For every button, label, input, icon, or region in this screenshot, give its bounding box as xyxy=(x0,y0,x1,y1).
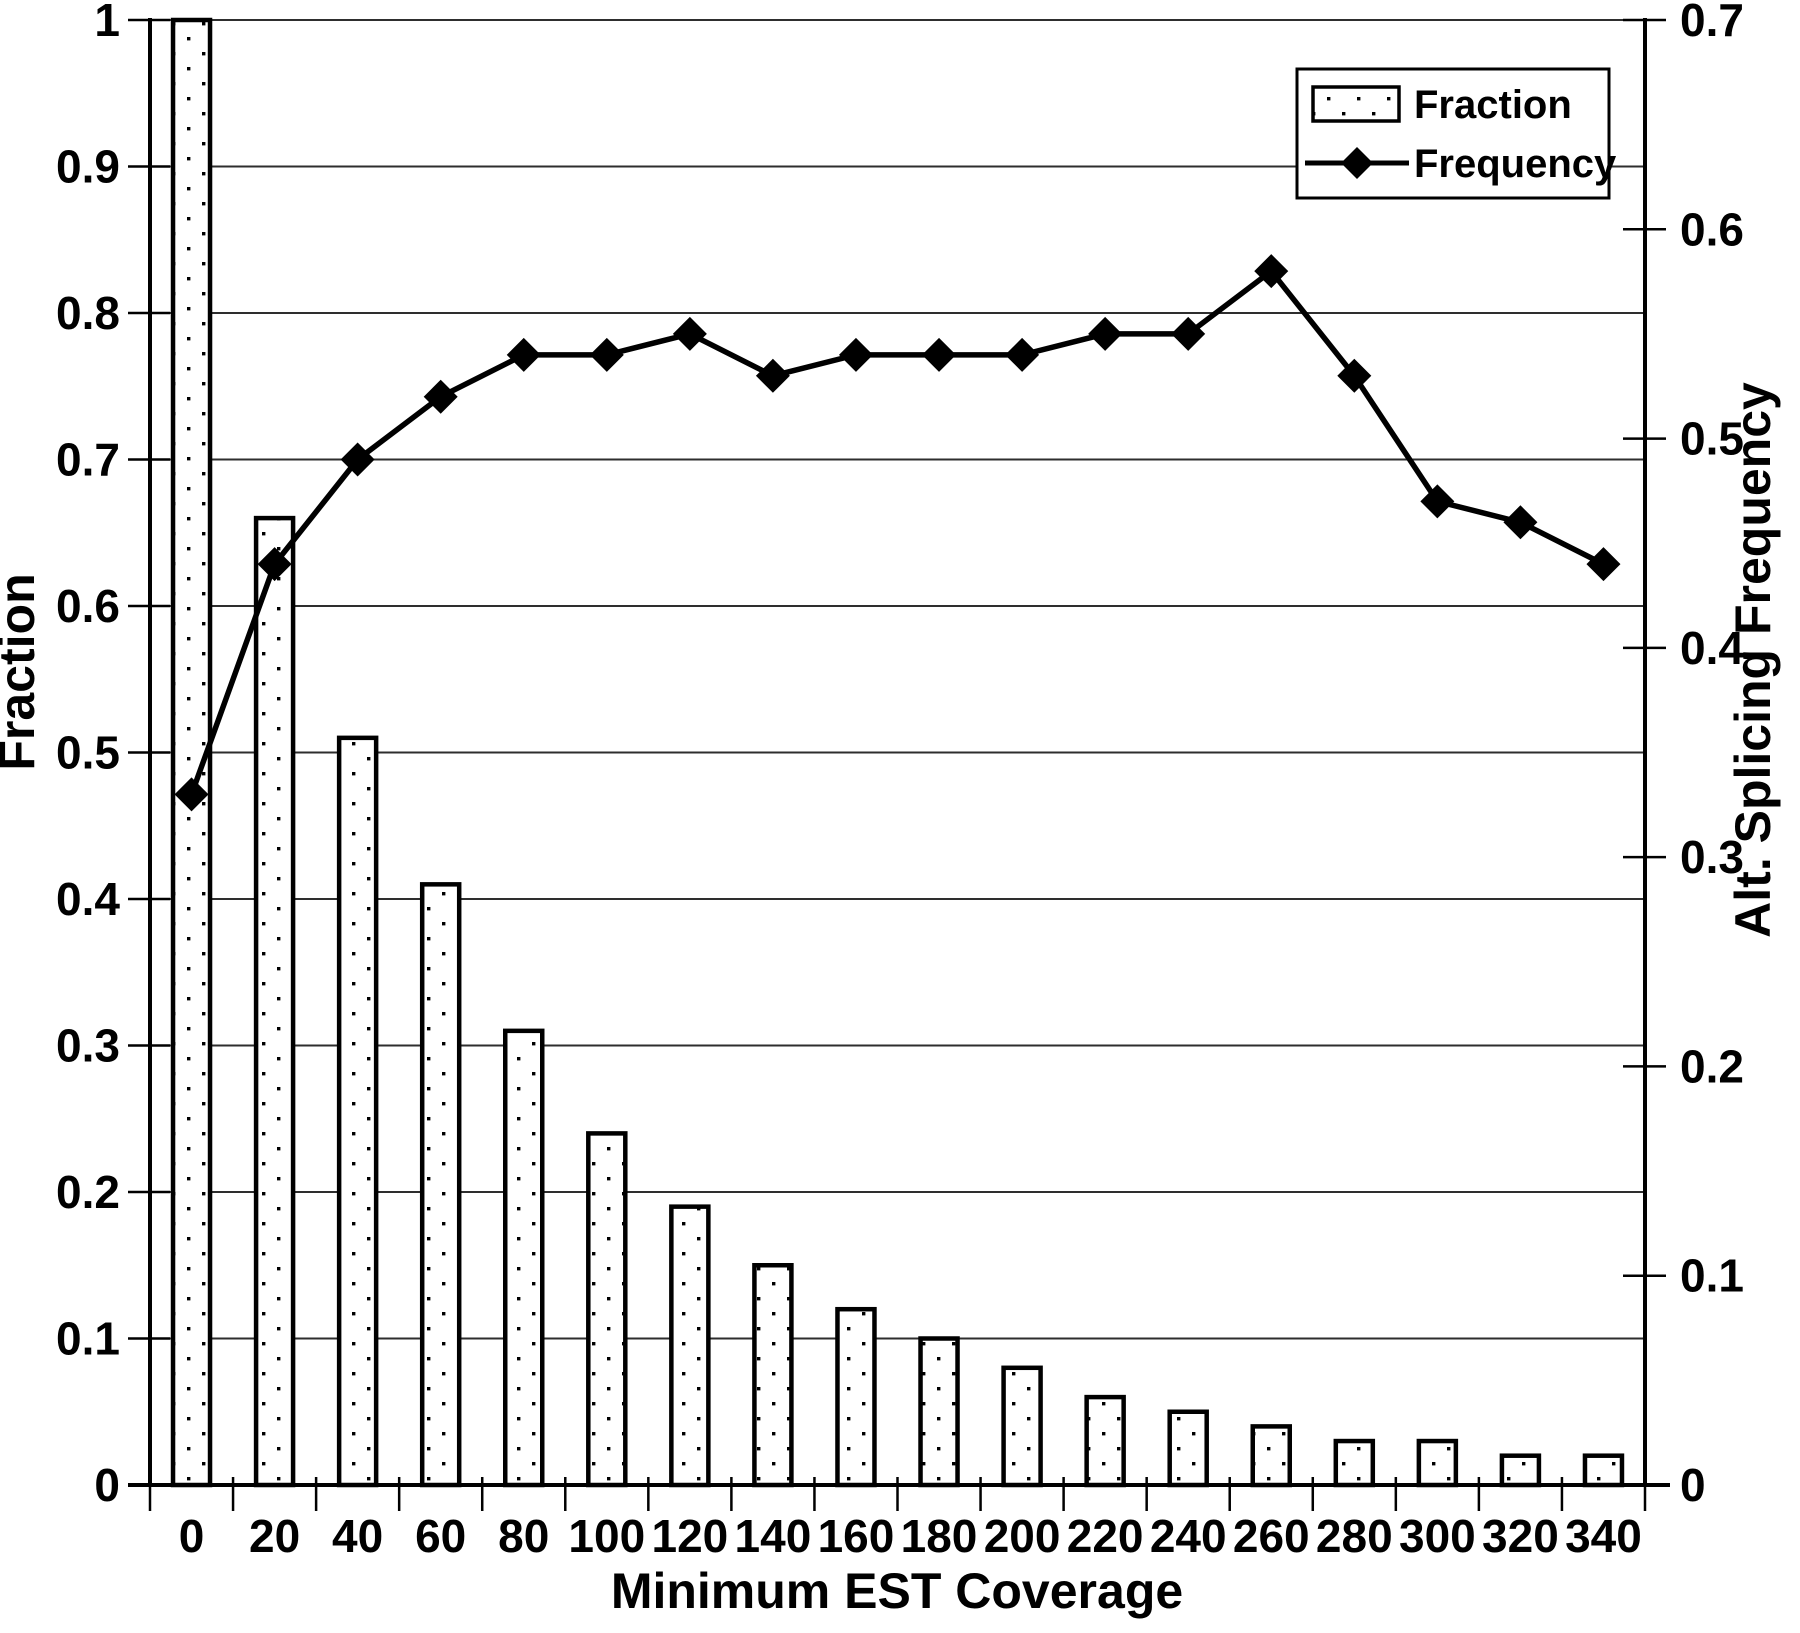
x-tick-label: 140 xyxy=(735,1510,812,1562)
left-tick-label: 0.3 xyxy=(56,1020,120,1072)
fraction-bar xyxy=(336,735,379,1488)
x-tick-label: 100 xyxy=(568,1510,645,1562)
legend-label-frequency: Frequency xyxy=(1414,142,1617,186)
fraction-bar xyxy=(1333,1438,1376,1488)
left-tick-label: 1 xyxy=(94,0,120,46)
frequency-point xyxy=(506,337,541,372)
frequency-point xyxy=(1503,505,1538,540)
frequency-point xyxy=(174,777,209,812)
right-tick-label: 0 xyxy=(1680,1459,1706,1511)
right-tick-label: 0.4 xyxy=(1680,622,1744,674)
axis-titles: Fraction Alt. Splicing Frequency Minimum… xyxy=(0,382,1781,1619)
frequency-point xyxy=(922,337,957,372)
fraction-bar xyxy=(253,515,296,1488)
frequency-point xyxy=(1420,484,1455,519)
left-tick-label: 0.5 xyxy=(56,727,120,779)
right-tick-label: 0.1 xyxy=(1680,1250,1744,1302)
frequency-line xyxy=(188,267,1605,796)
frequency-point xyxy=(755,358,790,393)
fraction-bar xyxy=(1499,1453,1542,1488)
frequency-point xyxy=(589,337,624,372)
frequency-point xyxy=(672,316,707,351)
fraction-bar xyxy=(1416,1438,1459,1488)
frequency-point xyxy=(1586,547,1621,582)
x-tick-label: 220 xyxy=(1067,1510,1144,1562)
fraction-bar xyxy=(835,1306,877,1488)
fraction-bar xyxy=(1001,1365,1043,1488)
fraction-bar xyxy=(669,1204,711,1488)
legend-label-fraction: Fraction xyxy=(1414,83,1572,127)
frequency-point xyxy=(1088,316,1123,351)
fraction-bar xyxy=(1167,1409,1209,1488)
x-tick-label: 260 xyxy=(1233,1510,1310,1562)
frequency-point xyxy=(340,442,375,477)
right-tick-label: 0.6 xyxy=(1680,203,1744,255)
frequency-point xyxy=(1254,254,1289,289)
right-tick-label: 0.7 xyxy=(1680,0,1744,46)
right-tick-label: 0.2 xyxy=(1680,1040,1744,1092)
left-tick-label: 0.4 xyxy=(56,873,120,925)
x-tick-label: 40 xyxy=(332,1510,383,1562)
right-tick-label: 0.5 xyxy=(1680,413,1744,465)
left-axis-title: Fraction xyxy=(0,573,45,770)
x-tick-label: 0 xyxy=(179,1510,205,1562)
left-tick-label: 0.2 xyxy=(56,1166,120,1218)
right-axis-title: Alt. Splicing Frequency xyxy=(1725,382,1781,938)
legend-swatch-fraction xyxy=(1311,85,1401,123)
left-tick-label: 0 xyxy=(94,1459,120,1511)
legend-diamond-icon xyxy=(1341,147,1373,179)
tick-labels: 1 0.9 0.8 0.7 0.6 0.5 0.4 0.3 0.2 0.1 0 0.7 0.6 0.5 0.… xyxy=(56,0,1744,1562)
frequency-point xyxy=(1337,358,1372,393)
frequency-point xyxy=(838,337,873,372)
x-tick-label: 200 xyxy=(984,1510,1061,1562)
x-tick-label: 320 xyxy=(1482,1510,1559,1562)
x-tick-label: 240 xyxy=(1150,1510,1227,1562)
left-tick-label: 0.9 xyxy=(56,141,120,193)
left-tick-label: 0.1 xyxy=(56,1313,120,1365)
frequency-point xyxy=(1171,316,1206,351)
right-tick-label: 0.3 xyxy=(1680,831,1744,883)
x-tick-label: 300 xyxy=(1399,1510,1476,1562)
fraction-bar xyxy=(1084,1394,1126,1488)
fraction-bar xyxy=(1250,1424,1292,1488)
x-tick-label: 160 xyxy=(818,1510,895,1562)
left-tick-label: 0.8 xyxy=(56,287,120,339)
frequency-series xyxy=(174,254,1621,812)
fraction-bar xyxy=(419,882,462,1488)
x-tick-label: 340 xyxy=(1565,1510,1642,1562)
frequency-point xyxy=(1005,337,1040,372)
left-tick-label: 0.6 xyxy=(56,580,120,632)
x-tick-label: 60 xyxy=(415,1510,466,1562)
frequency-point xyxy=(423,379,458,414)
x-tick-label: 120 xyxy=(651,1510,728,1562)
legend: Fraction Frequency xyxy=(1295,67,1617,200)
axes xyxy=(128,18,1670,1511)
left-tick-label: 0.7 xyxy=(56,434,120,486)
x-axis-title: Minimum EST Coverage xyxy=(611,1563,1183,1619)
fraction-bar xyxy=(1582,1453,1625,1488)
x-tick-label: 80 xyxy=(498,1510,549,1562)
x-tick-label: 20 xyxy=(249,1510,300,1562)
fraction-bar xyxy=(586,1131,628,1488)
x-tick-label: 280 xyxy=(1316,1510,1393,1562)
frequency-point xyxy=(257,547,292,582)
x-tick-label: 180 xyxy=(901,1510,978,1562)
fraction-bar xyxy=(503,1028,545,1488)
fraction-bar xyxy=(918,1336,960,1488)
gridlines xyxy=(150,19,1645,1340)
fraction-bar xyxy=(752,1263,794,1488)
